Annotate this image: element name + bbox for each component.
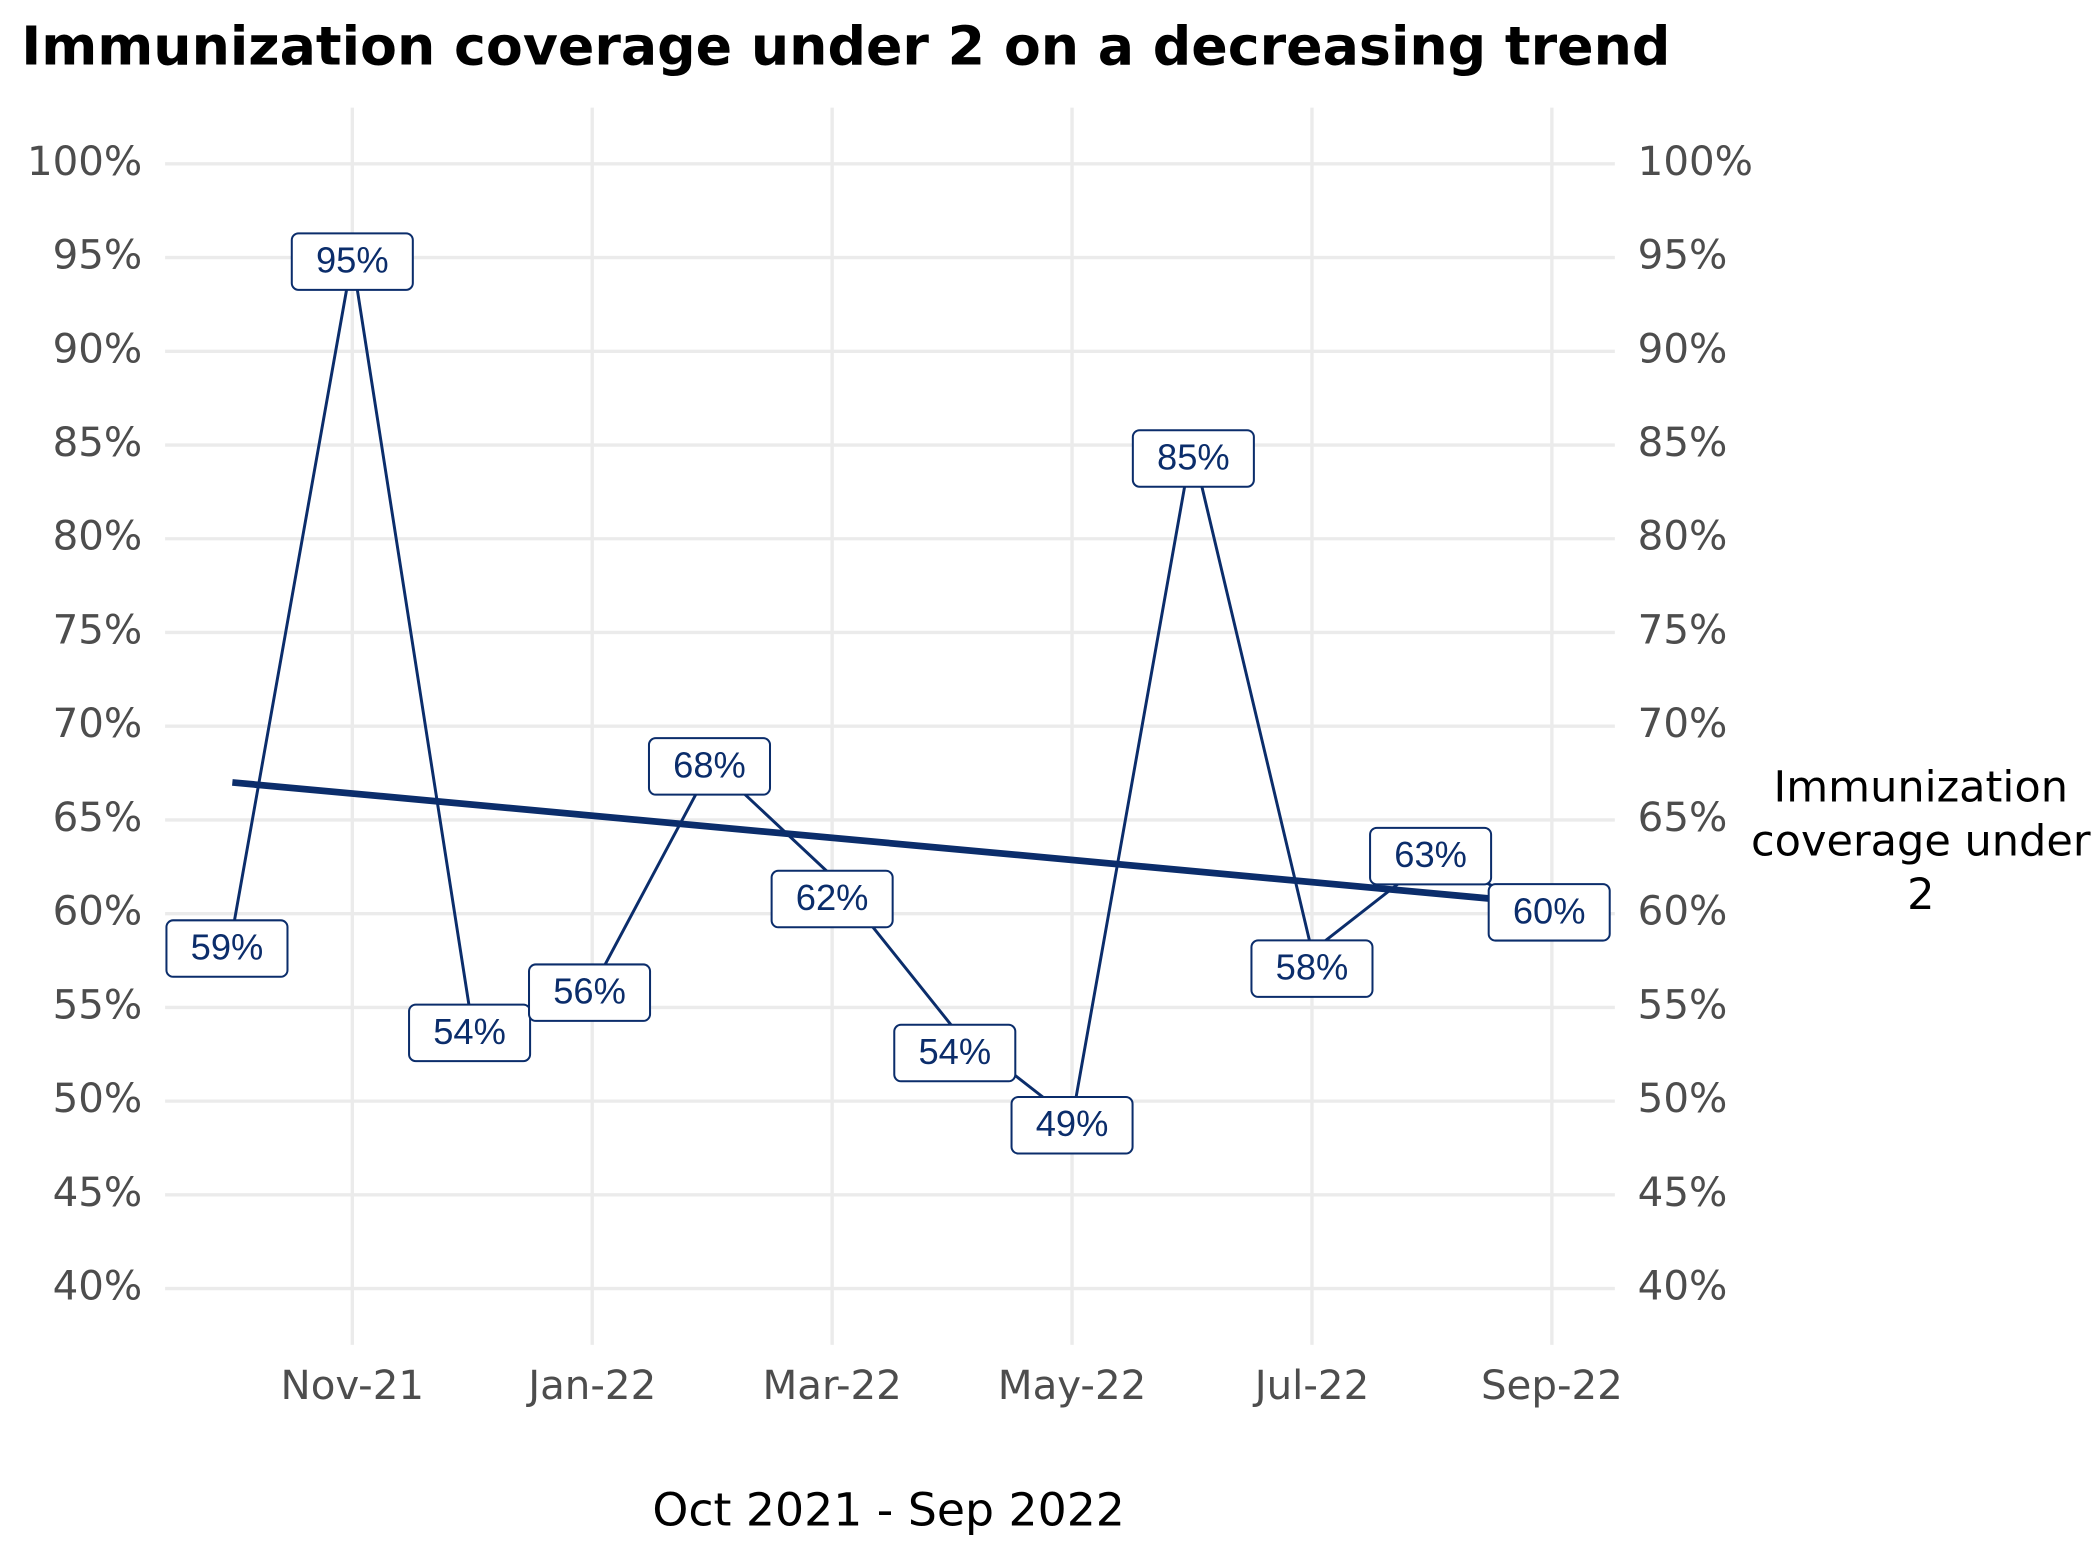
y-tick-label: 90% [53, 325, 143, 372]
x-tick-label: Sep-22 [1481, 1362, 1623, 1409]
y-tick-label: 85% [53, 419, 143, 466]
data-label-box [528, 963, 652, 1022]
data-label-box [290, 232, 414, 291]
data-label: 56% [528, 963, 652, 1022]
y2-tick-label: 45% [1638, 1169, 1728, 1216]
y-tick-label: 50% [53, 1075, 143, 1122]
data-label: 60% [1487, 883, 1611, 942]
x-tick-label: Nov-21 [281, 1362, 425, 1409]
y2-tick-label: 85% [1638, 419, 1728, 466]
y2-tick-label: 40% [1638, 1263, 1728, 1310]
x-tick-label: May-22 [998, 1362, 1147, 1409]
grid [165, 107, 1615, 1345]
data-label-box [1487, 883, 1611, 942]
data-label-box [1250, 939, 1374, 998]
chart-title: Immunization coverage under 2 on a decre… [21, 14, 1670, 77]
data-label-text: 62% [796, 877, 869, 918]
data-label-box [1131, 429, 1255, 488]
legend-label: Immunization coverage under 2 [1751, 761, 2091, 920]
y2-tick-label: 95% [1638, 232, 1728, 279]
y-tick-label: 100% [27, 138, 142, 185]
data-label: 54% [893, 1023, 1017, 1083]
y2-tick-label: 55% [1638, 981, 1728, 1028]
data-label-box [770, 869, 894, 929]
y-tick-label: 80% [53, 513, 143, 560]
y-tick-label: 55% [53, 981, 143, 1028]
legend: Immunization coverage under 2 [1751, 761, 2091, 920]
y2-tick-label: 70% [1638, 700, 1728, 747]
x-tick-label: Jan-22 [525, 1362, 656, 1409]
data-label-text: 49% [1036, 1103, 1109, 1144]
y2-tick-label: 50% [1638, 1075, 1728, 1122]
y-tick-label: 45% [53, 1169, 143, 1216]
data-label: 54% [408, 1003, 532, 1063]
data-label-text: 60% [1513, 890, 1586, 931]
y2-tick-label: 65% [1638, 794, 1728, 841]
x-tick-label: Mar-22 [762, 1362, 901, 1409]
data-label: 85% [1131, 429, 1255, 488]
data-label: 49% [1010, 1096, 1134, 1155]
data-label-box [1369, 826, 1493, 886]
y2-tick-label: 60% [1638, 888, 1728, 935]
data-label: 62% [770, 869, 894, 929]
y2-tick-label: 100% [1638, 138, 1753, 185]
data-label-text: 68% [673, 744, 746, 785]
y-tick-label: 95% [53, 232, 143, 279]
trend-line [232, 779, 1553, 908]
y2-tick-label: 90% [1638, 325, 1728, 372]
data-label-text: 63% [1394, 834, 1467, 875]
data-label-text: 95% [316, 240, 389, 281]
data-label-text: 58% [1276, 947, 1349, 988]
data-label-text: 54% [433, 1011, 506, 1052]
data-label-box [647, 737, 772, 796]
data-label: 95% [290, 232, 414, 291]
data-label: 68% [647, 737, 772, 796]
data-label-box [1010, 1096, 1134, 1155]
y2-tick-label: 75% [1638, 606, 1728, 653]
data-label-text: 59% [191, 926, 264, 967]
y2-tick-label: 80% [1638, 513, 1728, 560]
y-tick-label: 40% [53, 1263, 143, 1310]
data-label-box [893, 1023, 1017, 1083]
y-tick-label: 75% [53, 606, 143, 653]
data-label: 58% [1250, 939, 1374, 998]
data-label-text: 54% [918, 1031, 991, 1072]
data-label-box [408, 1003, 532, 1063]
data-label-text: 56% [553, 971, 626, 1012]
data-label-box [165, 919, 289, 978]
y-tick-label: 70% [53, 700, 143, 747]
data-label: 59% [165, 919, 289, 978]
data-label-text: 85% [1157, 436, 1230, 477]
y-tick-label: 60% [53, 888, 143, 935]
data-label: 63% [1369, 826, 1493, 886]
data-line [230, 257, 1553, 1123]
x-tick-label: Jul-22 [1252, 1362, 1370, 1409]
y-tick-label: 65% [53, 794, 143, 841]
x-axis-label: Oct 2021 - Sep 2022 [652, 1483, 1125, 1536]
